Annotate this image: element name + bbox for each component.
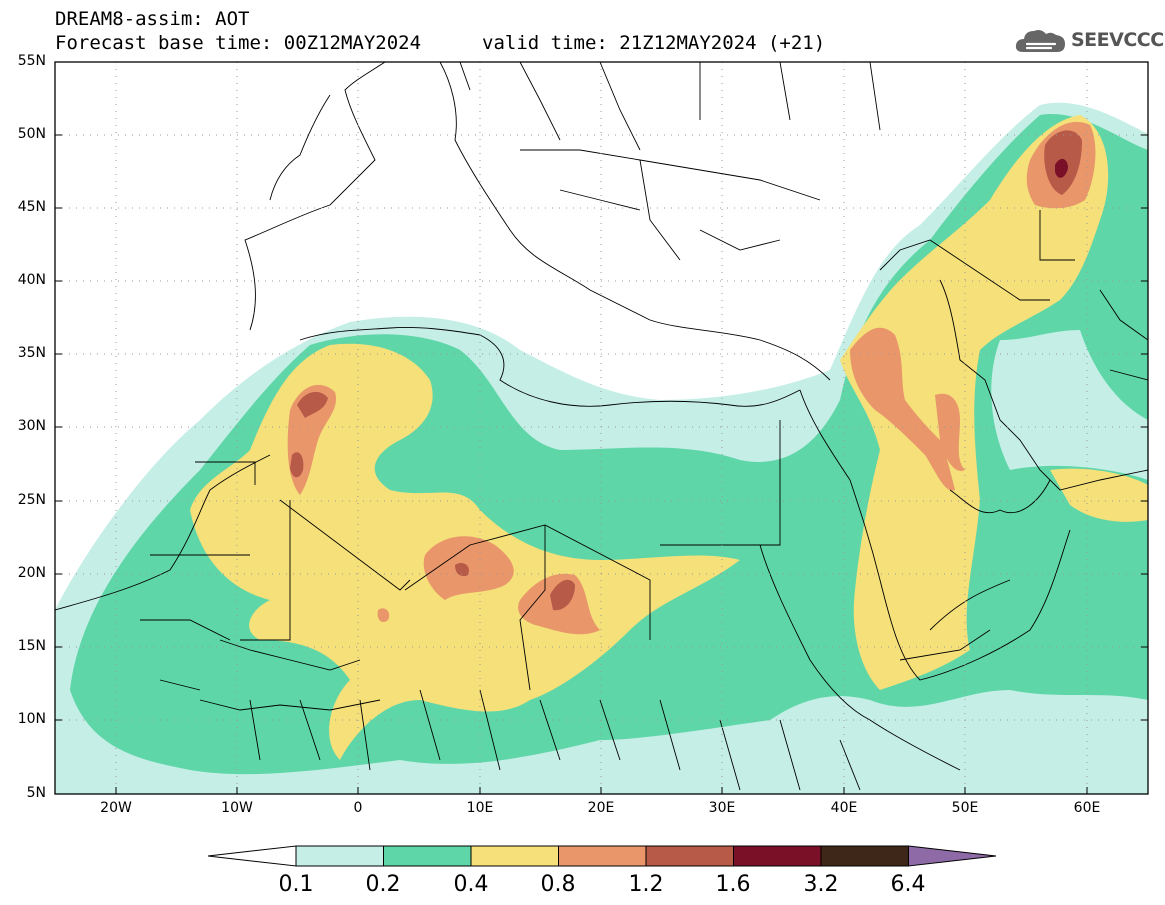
lat-label-25n: 25N [17, 492, 46, 508]
lon-label-40e: 40E [830, 800, 858, 816]
colorbar-over-triangle [908, 845, 997, 867]
lat-label-50n: 50N [17, 126, 46, 142]
colorbar-swatch-3.2 [820, 845, 909, 867]
colorbar-swatch-0.2 [383, 845, 472, 867]
colorbar-swatch-1.6 [733, 845, 822, 867]
colorbar-swatch-0.8 [558, 845, 647, 867]
lat-label-20n: 20N [17, 565, 46, 581]
lon-label-20w: 20W [100, 800, 132, 816]
lon-label-60e: 60E [1073, 800, 1101, 816]
colorbar [207, 845, 997, 867]
cloud-icon [1015, 30, 1065, 52]
colorbar-swatch-0.4 [470, 845, 559, 867]
colorbar-label-1.6: 1.6 [715, 872, 751, 897]
colorbar-label-0.4: 0.4 [453, 872, 489, 897]
forecast-base-time: Forecast base time: 00Z12MAY2024 [55, 32, 422, 54]
colorbar-label-3.2: 3.2 [803, 872, 839, 897]
lon-label-0: 0 [353, 800, 363, 816]
map-title: DREAM8-assim: AOT [55, 8, 250, 30]
lat-label-45n: 45N [17, 199, 46, 215]
seevccc-logo: SEEVCCC [1015, 24, 1164, 56]
lat-label-10n: 10N [17, 711, 46, 727]
lon-label-10e: 10E [466, 800, 494, 816]
lat-label-35n: 35N [17, 345, 46, 361]
lat-label-30n: 30N [17, 418, 46, 434]
colorbar-label-0.8: 0.8 [540, 872, 576, 897]
logo-text: SEEVCCC [1071, 29, 1164, 51]
colorbar-swatch-0.1 [295, 845, 384, 867]
lat-label-5n: 5N [26, 785, 46, 801]
colorbar-label-0.2: 0.2 [365, 872, 401, 897]
colorbar-label-0.1: 0.1 [278, 872, 314, 897]
map-ticks [55, 134, 1148, 794]
lon-label-30e: 30E [708, 800, 736, 816]
colorbar-swatch-1.2 [645, 845, 734, 867]
colorbar-under-triangle [207, 845, 297, 867]
aot-level-1.6 [1055, 158, 1068, 178]
colorbar-label-1.2: 1.2 [628, 872, 664, 897]
lon-label-20e: 20E [587, 800, 615, 816]
aot-field [55, 102, 1148, 794]
map-grid [55, 62, 1148, 794]
colorbar-label-6.4: 6.4 [890, 872, 926, 897]
lon-label-10w: 10W [221, 800, 253, 816]
lon-label-50e: 50E [951, 800, 979, 816]
country-borders [55, 62, 1148, 791]
lat-label-15n: 15N [17, 638, 46, 654]
lat-label-40n: 40N [17, 272, 46, 288]
valid-time: valid time: 21Z12MAY2024 (+21) [482, 32, 826, 54]
lat-label-55n: 55N [17, 53, 46, 69]
